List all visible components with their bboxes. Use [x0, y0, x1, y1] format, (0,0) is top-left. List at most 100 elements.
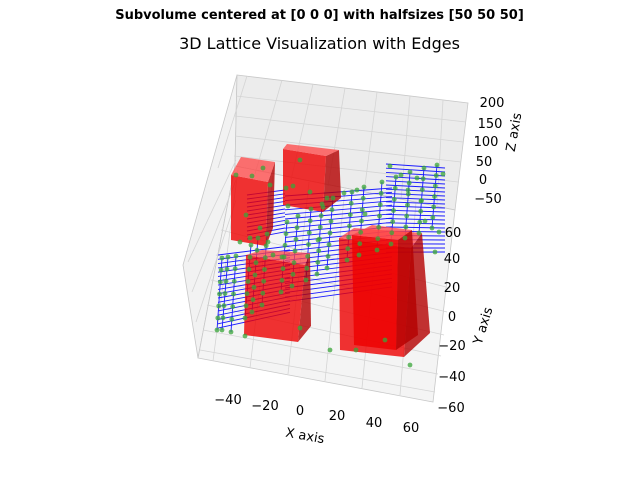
lattice-node [317, 224, 323, 230]
lattice-node [219, 255, 225, 261]
lattice-node [344, 257, 350, 263]
lattice-node [289, 283, 295, 289]
lattice-node [419, 187, 425, 193]
y-tick-label: −20 [438, 339, 465, 354]
lattice-node [215, 315, 221, 321]
grid-line [217, 75, 248, 169]
lattice-node [377, 213, 382, 219]
lattice-edge [284, 213, 393, 225]
lattice-node [219, 327, 225, 333]
lattice-node [347, 212, 353, 218]
lattice-node [251, 284, 257, 290]
lattice-node [249, 309, 255, 315]
x-tick-label: −40 [214, 393, 241, 408]
lattice-node [327, 347, 333, 353]
z-axis-label: Z axis [504, 112, 526, 153]
lattice-node [420, 176, 426, 182]
y-tick-label: 20 [444, 281, 461, 296]
lattice-node [318, 213, 324, 219]
lattice-node [297, 157, 303, 163]
lattice-node [391, 208, 396, 213]
y-axis-label: Y axis [471, 305, 497, 347]
x-tick-label: 0 [296, 404, 304, 419]
lattice-node [315, 259, 321, 265]
lattice-node [418, 198, 424, 204]
lattice-node [220, 315, 226, 321]
subvolume-box [352, 225, 418, 350]
lattice-node [237, 239, 243, 245]
lattice-node [292, 248, 298, 254]
lattice-node [214, 327, 220, 333]
lattice-edge [385, 218, 446, 221]
lattice-node [353, 347, 359, 353]
lattice-node [278, 289, 284, 295]
lattice-node [261, 278, 267, 284]
x-tick-label: 20 [329, 409, 346, 424]
x-tick-labels: −40 −20 0 20 40 60 [214, 393, 419, 436]
grid-line [191, 179, 237, 293]
lattice-node [245, 279, 251, 284]
box-side-face [396, 230, 418, 350]
box-front-face [352, 235, 398, 350]
lattice-node [283, 185, 289, 191]
lattice-node [265, 239, 271, 245]
lattice-node [436, 229, 442, 235]
lattice-node [406, 180, 412, 186]
lattice-node [430, 215, 436, 220]
lattice-node [359, 207, 365, 213]
lattice-node [283, 231, 289, 237]
lattice-edge [284, 221, 393, 234]
lattice-node [293, 236, 299, 242]
lattice-node [432, 183, 438, 189]
box-front-face [244, 255, 305, 342]
lattice-edge [385, 213, 446, 217]
lattice-node [242, 333, 248, 339]
lattice-node [324, 195, 330, 201]
subvolume-boxes [231, 144, 430, 357]
lattice-node [361, 184, 367, 190]
lattice-node [232, 266, 238, 272]
lattice-node [305, 253, 311, 259]
lattice-edge [385, 201, 446, 205]
x-tick-label: −20 [251, 399, 278, 414]
lattice-node [422, 218, 428, 224]
lattice-node [217, 291, 222, 297]
lattice-node [229, 316, 235, 322]
lattice-node [262, 255, 268, 261]
lattice-node [308, 206, 314, 212]
lattice-node [421, 165, 427, 171]
lattice-node [252, 272, 258, 278]
box-front-face [231, 175, 268, 246]
lattice-node [432, 194, 437, 199]
lattice-node [249, 173, 255, 179]
lattice-node [431, 204, 437, 210]
lattice-node [295, 213, 301, 219]
lattice-node [233, 253, 239, 259]
lattice-node [243, 212, 249, 218]
grid-line [235, 95, 467, 123]
lattice-node [404, 213, 410, 219]
lattice-node [247, 235, 253, 241]
lattice-node [224, 266, 230, 272]
lattice-node [382, 337, 388, 343]
lattice-node [414, 175, 420, 181]
lattice-node [294, 225, 300, 231]
lattice-node [376, 224, 382, 230]
y-tick-label: 60 [445, 226, 462, 241]
z-tick-label: 100 [474, 135, 499, 150]
lattice-node [324, 265, 330, 271]
x-tick-label: 60 [403, 421, 420, 436]
lattice-node [402, 235, 408, 241]
lattice-node [259, 302, 265, 308]
lattice-node [374, 247, 380, 253]
box-top-face [231, 157, 275, 182]
lattice-node [393, 174, 399, 180]
lattice-node [260, 165, 266, 171]
lattice-node [267, 182, 273, 188]
lattice-node [284, 219, 290, 225]
lattice-node [360, 195, 366, 201]
lattice-node [282, 242, 288, 248]
z-tick-label: 0 [479, 173, 487, 188]
lattice-node [262, 267, 267, 272]
